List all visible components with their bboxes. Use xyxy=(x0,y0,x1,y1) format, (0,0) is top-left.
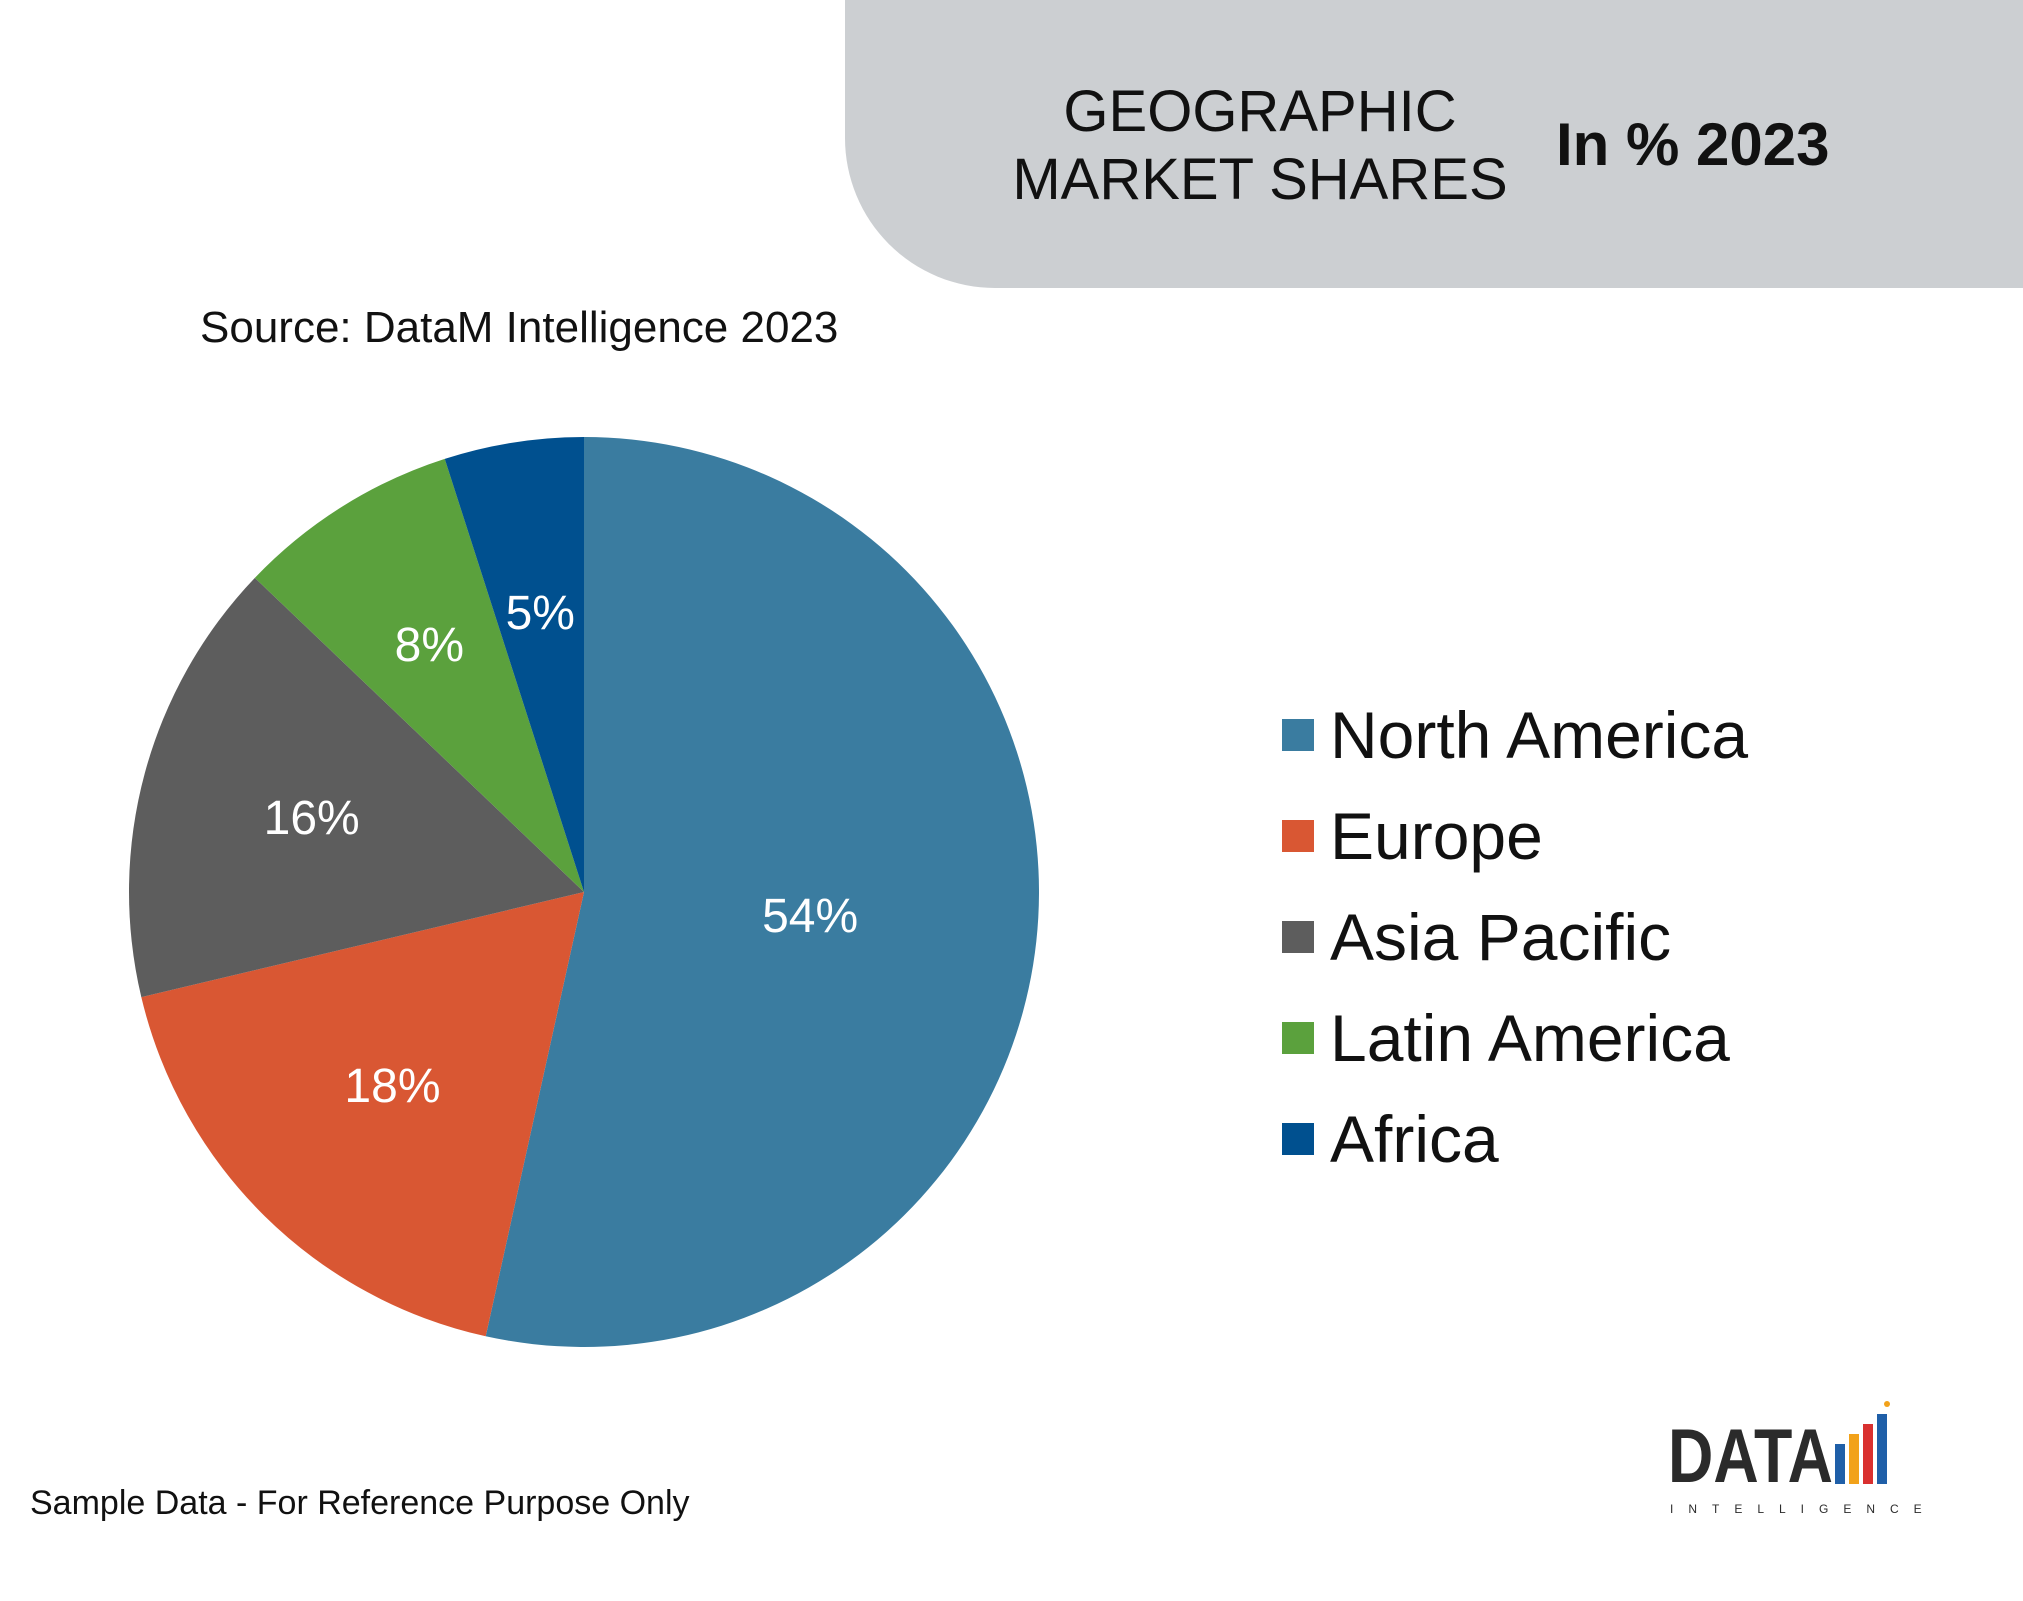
data-label-asia-pacific: 16% xyxy=(264,792,360,845)
pie-slice-latin-america xyxy=(254,458,584,892)
legend-label: Latin America xyxy=(1330,1000,1730,1075)
pie-slice-asia-pacific xyxy=(128,577,584,998)
header-banner xyxy=(845,0,2023,288)
data-label-north-america: 54% xyxy=(762,890,858,943)
legend-label: Africa xyxy=(1330,1101,1499,1176)
pie-slice-africa xyxy=(444,437,584,892)
logo-subtext: INTELLIGENCE xyxy=(1670,1502,1937,1516)
legend-swatch xyxy=(1282,1021,1314,1054)
data-label-latin-america: 8% xyxy=(395,619,464,672)
chart-title: GEOGRAPHIC MARKET SHARES xyxy=(960,78,1560,214)
legend-swatch xyxy=(1282,1122,1314,1155)
title-line-1: GEOGRAPHIC xyxy=(1063,79,1457,144)
logo-mark-icon: DATA xyxy=(1668,1401,1890,1499)
title-line-2: MARKET SHARES xyxy=(1012,147,1508,212)
legend-item-europe: Europe xyxy=(1282,785,1748,886)
chart-subtitle: In % 2023 xyxy=(1556,111,1830,178)
legend-item-asia-pacific: Asia Pacific xyxy=(1282,886,1748,987)
legend-item-north-america: North America xyxy=(1282,684,1748,785)
legend: North America Europe Asia Pacific Latin Ame… xyxy=(1282,684,1748,1189)
legend-item-latin-america: Latin America xyxy=(1282,987,1748,1088)
legend-item-africa: Africa xyxy=(1282,1088,1748,1189)
data-label-africa: 5% xyxy=(506,587,575,640)
legend-swatch xyxy=(1282,920,1314,953)
legend-swatch xyxy=(1282,718,1314,751)
legend-label: Asia Pacific xyxy=(1330,899,1672,974)
pie-slice-europe xyxy=(141,892,584,1337)
legend-swatch xyxy=(1282,819,1314,852)
legend-label: North America xyxy=(1330,697,1749,772)
legend-label: Europe xyxy=(1330,798,1543,873)
source-note: Source: DataM Intelligence 2023 xyxy=(200,303,839,352)
footer-note: Sample Data - For Reference Purpose Only xyxy=(30,1484,690,1522)
data-label-europe: 18% xyxy=(344,1060,440,1113)
svg-text:DATA: DATA xyxy=(1668,1414,1833,1499)
datam-logo: DATA INTELLIGENCE xyxy=(1668,1398,1922,1523)
pie-slice-north-america xyxy=(485,437,1039,1347)
